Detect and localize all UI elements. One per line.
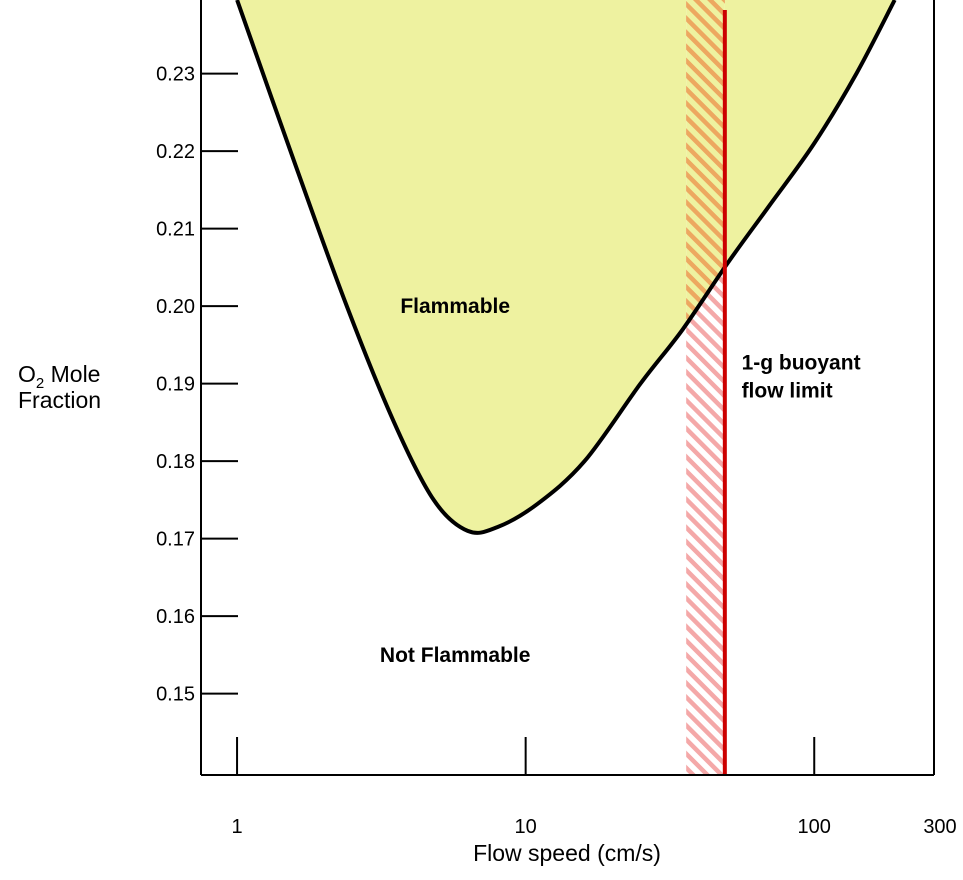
y-tick-label: 0.19 xyxy=(156,374,195,396)
y-axis-title-mole: Mole xyxy=(44,361,100,387)
y-tick-label: 0.22 xyxy=(156,141,195,163)
x-tick-label: 10 xyxy=(515,816,537,838)
y-axis-title-subscript: 2 xyxy=(36,375,44,392)
y-tick-label: 0.20 xyxy=(156,296,195,318)
limit-label-line1: 1-g buoyant xyxy=(742,352,861,375)
flammability-boundary-curve xyxy=(235,0,897,535)
x-tick-label: 100 xyxy=(798,816,831,838)
plot-area xyxy=(235,0,897,775)
y-tick-label: 0.21 xyxy=(156,219,195,241)
region-label-not-flammable: Not Flammable xyxy=(380,644,531,667)
y-axis-title-line2: Fraction xyxy=(18,387,101,413)
y-tick-label: 0.16 xyxy=(156,606,195,628)
y-ticks: 0.15 0.16 0.17 0.18 0.19 0.20 0.21 0.22 0.23 xyxy=(156,64,238,706)
x-tick-label: 300 xyxy=(923,816,956,838)
y-tick-label: 0.23 xyxy=(156,64,195,86)
region-label-flammable: Flammable xyxy=(400,295,510,318)
y-axis-title-o: O xyxy=(18,361,36,387)
x-ticks: 1 10 100 300 xyxy=(231,737,957,838)
y-tick-label: 0.15 xyxy=(156,684,195,706)
y-axis-title-line1: O2 Mole xyxy=(18,361,100,392)
y-tick-label: 0.17 xyxy=(156,529,195,551)
axes xyxy=(200,0,935,776)
x-tick-label: 1 xyxy=(231,816,242,838)
x-axis-title: Flow speed (cm/s) xyxy=(473,840,661,866)
y-tick-label: 0.18 xyxy=(156,451,195,473)
limit-label-line2: flow limit xyxy=(742,380,833,403)
flammable-region xyxy=(237,0,895,533)
